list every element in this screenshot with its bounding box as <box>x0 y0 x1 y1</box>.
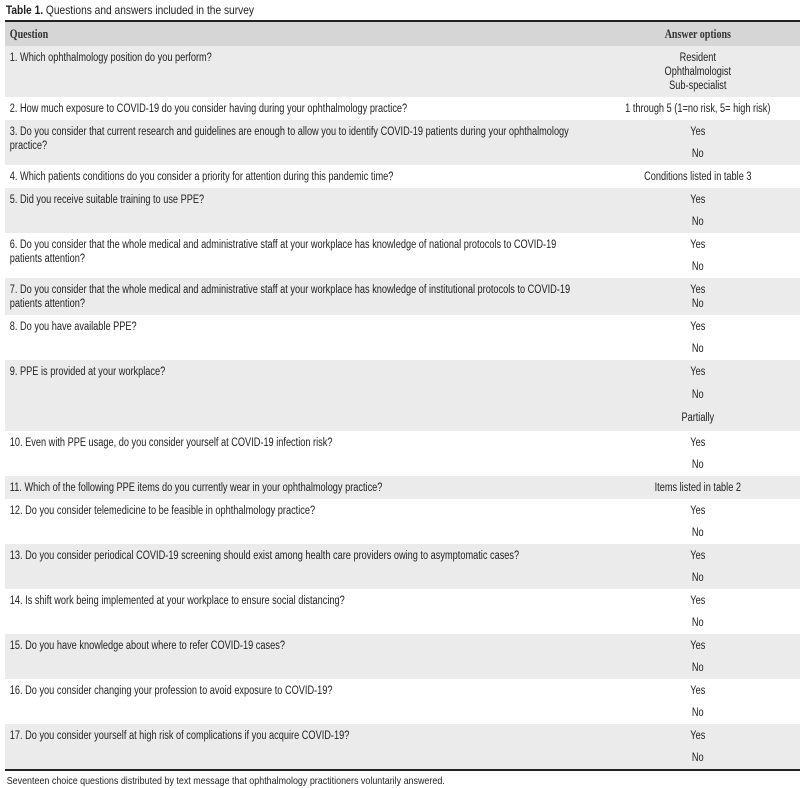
answer-option: No <box>691 261 704 273</box>
table-row: 17. Do you consider yourself at high ris… <box>5 724 800 769</box>
answer-cell: Yes No <box>595 188 800 233</box>
question-cell: 1. Which ophthalmology position do you p… <box>9 52 212 64</box>
question-cell: 16. Do you consider changing your profes… <box>9 685 333 697</box>
question-cell: 5. Did you receive suitable training to … <box>9 194 205 206</box>
answer-option: No <box>691 662 704 674</box>
table-row: 10. Even with PPE usage, do you consider… <box>5 431 800 476</box>
answer-option: Yes <box>690 284 706 296</box>
header-answers: Answer options <box>664 27 731 41</box>
table-row: 13. Do you consider periodical COVID-19 … <box>5 544 800 589</box>
answer-option: 1 through 5 (1=no risk, 5= high risk) <box>625 103 771 115</box>
answer-option: Yes <box>690 640 706 652</box>
header-question: Question <box>9 27 49 41</box>
answer-cell: Resident Ophthalmologist Sub-specialist <box>595 46 800 97</box>
question-cell: 13. Do you consider periodical COVID-19 … <box>9 550 520 562</box>
table-row: 7. Do you consider that the whole medica… <box>5 278 800 315</box>
table-row: 16. Do you consider changing your profes… <box>5 679 800 724</box>
answer-option: Yes <box>690 321 706 333</box>
answer-option: Conditions listed in table 3 <box>644 171 752 183</box>
answer-option: Items listed in table 2 <box>654 482 742 494</box>
answer-option: Yes <box>690 194 706 206</box>
question-cell: 4. Which patients conditions do you cons… <box>9 171 394 183</box>
table-caption: Table 1. Questions and answers included … <box>5 3 681 20</box>
answer-cell: Yes No <box>595 499 800 544</box>
answer-cell: Yes No <box>595 233 800 278</box>
answer-cell: Items listed in table 2 <box>595 476 800 499</box>
question-cell: 17. Do you consider yourself at high ris… <box>9 730 350 742</box>
question-cell: 12. Do you consider telemedicine to be f… <box>9 505 316 517</box>
answer-cell: Yes No Partially <box>595 360 800 431</box>
answer-option: No <box>691 617 704 629</box>
table-row: 11. Which of the following PPE items do … <box>5 476 800 499</box>
answer-cell: Yes No <box>595 120 800 165</box>
answer-option: No <box>691 707 704 719</box>
question-cell: 10. Even with PPE usage, do you consider… <box>9 437 333 449</box>
question-cell: 14. Is shift work being implemented at y… <box>9 595 345 607</box>
answer-option: No <box>691 216 704 228</box>
answer-option: No <box>691 389 704 401</box>
answer-option: Yes <box>690 126 706 138</box>
answer-option: No <box>691 527 704 539</box>
table-label: Table 1. <box>5 3 44 17</box>
table-row: 14. Is shift work being implemented at y… <box>5 589 800 634</box>
table-row: 1. Which ophthalmology position do you p… <box>5 46 800 97</box>
answer-option: No <box>691 148 704 160</box>
answer-option: Partially <box>681 412 715 424</box>
answer-cell: 1 through 5 (1=no risk, 5= high risk) <box>595 97 800 120</box>
answer-option: Yes <box>690 239 706 251</box>
answer-option: Sub-specialist <box>669 80 727 92</box>
table-header: Question Answer options <box>5 22 800 46</box>
table-row: 15. Do you have knowledge about where to… <box>5 634 800 679</box>
answer-option: Resident <box>679 52 716 64</box>
question-cell: 15. Do you have knowledge about where to… <box>9 640 285 652</box>
table-row: 9. PPE is provided at your workplace? Yes… <box>5 360 800 431</box>
answer-cell: Yes No <box>595 634 800 679</box>
question-cell: 2. How much exposure to COVID-19 do you … <box>9 103 408 115</box>
table-row: 2. How much exposure to COVID-19 do you … <box>5 97 800 120</box>
question-cell: 8. Do you have available PPE? <box>9 321 137 333</box>
survey-table: Question Answer options 1. Which ophthal… <box>5 20 800 771</box>
answer-option: Yes <box>690 595 706 607</box>
question-cell: 7. Do you consider that the whole medica… <box>9 284 571 310</box>
answer-cell: Yes No <box>595 589 800 634</box>
table-footnote: Seventeen choice questions distributed b… <box>6 775 445 787</box>
table-row: 4. Which patients conditions do you cons… <box>5 165 800 188</box>
answer-cell: Yes No <box>595 724 800 769</box>
answer-cell: Yes No <box>595 315 800 360</box>
question-cell: 11. Which of the following PPE items do … <box>9 482 383 494</box>
question-cell: 6. Do you consider that the whole medica… <box>9 239 557 265</box>
answer-option: No <box>691 459 704 471</box>
answer-option: Yes <box>690 730 706 742</box>
answer-option: Yes <box>690 437 706 449</box>
answer-cell: Conditions listed in table 3 <box>595 165 800 188</box>
table-title: Questions and answers included in the su… <box>43 3 254 17</box>
answer-option: Yes <box>690 366 706 378</box>
question-cell: 9. PPE is provided at your workplace? <box>9 366 166 378</box>
answer-option: No <box>691 343 704 355</box>
answer-cell: Yes No <box>595 544 800 589</box>
answer-option: No <box>691 572 704 584</box>
question-cell: 3. Do you consider that current research… <box>9 126 569 152</box>
table-row: 5. Did you receive suitable training to … <box>5 188 800 233</box>
answer-option: Ophthalmologist <box>664 66 732 78</box>
table-row: 3. Do you consider that current research… <box>5 120 800 165</box>
table-row: 12. Do you consider telemedicine to be f… <box>5 499 800 544</box>
answer-option: Yes <box>690 685 706 697</box>
table-row: 8. Do you have available PPE? Yes No <box>5 315 800 360</box>
answer-option: No <box>691 298 704 310</box>
answer-cell: Yes No <box>595 679 800 724</box>
answer-option: No <box>691 752 704 764</box>
answer-option: Yes <box>690 505 706 517</box>
table-row: 6. Do you consider that the whole medica… <box>5 233 800 278</box>
answer-cell: Yes No <box>595 431 800 476</box>
answer-cell: Yes No <box>595 278 800 315</box>
answer-option: Yes <box>690 550 706 562</box>
